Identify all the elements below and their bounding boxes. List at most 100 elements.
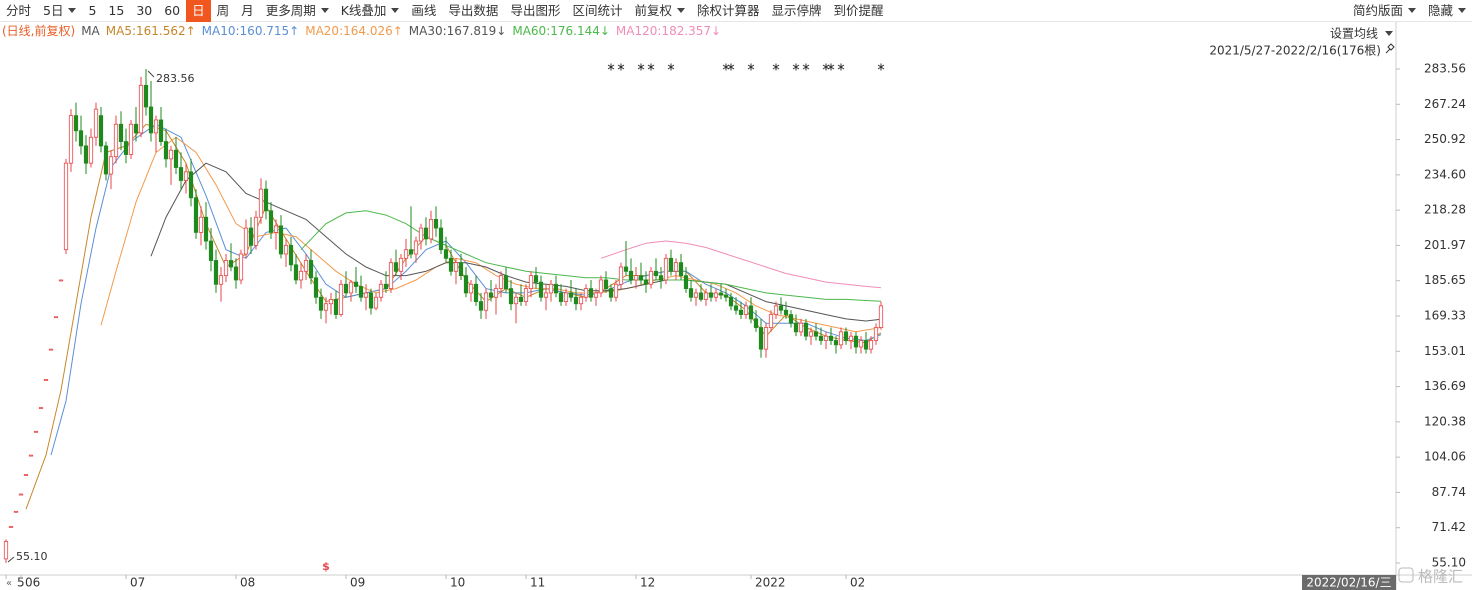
legend: (日线,前复权) MA MA5:161.562↑ MA10:160.715↑ MA20:… <box>2 22 727 40</box>
toolbar-item[interactable]: 除权计算器 <box>691 0 766 22</box>
candle-body <box>18 493 24 496</box>
y-tick-label: 185.65 <box>1424 273 1466 287</box>
toolbar-item[interactable]: 月 <box>235 0 260 22</box>
candle-body <box>423 227 429 240</box>
candle-body <box>738 309 744 315</box>
toolbar-label: 日 <box>192 2 205 18</box>
candle-body <box>448 257 454 272</box>
candle-body <box>678 262 684 277</box>
toolbar-item[interactable]: 30 <box>130 0 158 22</box>
toolbar-label: 画线 <box>411 2 437 18</box>
toolbar-item[interactable]: 日 <box>186 0 211 22</box>
y-tick-label: 218.28 <box>1424 203 1466 217</box>
candle-body <box>318 296 324 311</box>
x-tick-label: 06 <box>25 576 40 590</box>
candle-body <box>713 292 719 298</box>
annotation-label: 283.56 <box>156 72 195 85</box>
toolbar-item[interactable]: 导出图形 <box>504 0 566 22</box>
toolbar-item[interactable]: 导出数据 <box>442 0 504 22</box>
candle-body <box>343 283 349 294</box>
toolbar-item[interactable]: 到价提醒 <box>828 0 890 22</box>
toolbar-item[interactable]: 5 <box>82 0 102 22</box>
toolbar-item[interactable]: 简约版面 <box>1347 0 1422 22</box>
candle-body <box>88 136 94 164</box>
candle-body <box>198 216 204 233</box>
annotation-arrow <box>147 70 155 78</box>
candle-body <box>428 219 434 240</box>
candle-body <box>573 296 579 305</box>
candle-body <box>558 292 564 302</box>
event-marker <box>837 64 845 70</box>
toolbar-label: 到价提醒 <box>833 2 884 18</box>
toolbar-item[interactable]: 画线 <box>405 0 442 22</box>
toolbar-item[interactable]: 前复权 <box>628 0 691 22</box>
candle-body <box>188 171 194 199</box>
dropdown-arrow <box>320 8 329 13</box>
candle-body <box>283 244 289 255</box>
toolbar-item[interactable]: 隐藏 <box>1422 0 1472 22</box>
candle-body <box>778 305 784 311</box>
scroll-left-icon[interactable]: « <box>6 578 12 589</box>
candle-body <box>553 283 559 294</box>
candle-body <box>228 260 234 268</box>
x-tick-label: 02 <box>850 576 865 590</box>
candle-body <box>213 260 219 285</box>
candle-body <box>583 288 589 298</box>
event-marker <box>877 64 885 70</box>
legend-item: MA20:164.026↑ <box>305 24 403 38</box>
x-tick-label: 08 <box>240 576 255 590</box>
candle-body <box>688 288 694 298</box>
event-marker <box>727 64 735 70</box>
candle-body <box>613 283 619 298</box>
candle-body <box>3 541 9 560</box>
candle-body <box>633 275 639 281</box>
candle-body <box>863 340 869 350</box>
toolbar-item[interactable]: 分时 <box>0 0 37 22</box>
ma-settings[interactable]: 设置均线 <box>1330 27 1378 41</box>
candle-body <box>163 141 169 160</box>
candle-body <box>473 283 479 302</box>
candle-body <box>38 407 44 409</box>
candle-body <box>238 253 244 281</box>
candle-body <box>388 262 394 290</box>
x-tick-label: 11 <box>530 576 545 590</box>
toolbar-item[interactable]: 60 <box>158 0 186 22</box>
candle-body <box>783 309 789 315</box>
toolbar-item[interactable]: 更多周期 <box>260 0 335 22</box>
candle-body <box>368 292 374 309</box>
candle-body <box>293 264 299 281</box>
candle-body <box>438 227 444 251</box>
candle-body <box>128 123 134 155</box>
toolbar-item[interactable]: 区间统计 <box>566 0 628 22</box>
ma-line <box>100 136 882 333</box>
legend-item: MA30:167.819↓ <box>408 24 507 38</box>
candle-body <box>208 240 214 261</box>
candle-body <box>798 322 804 333</box>
pin-icon[interactable] <box>1385 43 1395 54</box>
legend-item: MA60:176.144↓ <box>512 24 610 38</box>
event-marker <box>747 64 755 70</box>
candle-body <box>643 279 649 285</box>
y-tick-label: 267.24 <box>1424 97 1466 111</box>
toolbar-item[interactable]: 15 <box>102 0 130 22</box>
candle-body <box>753 318 759 328</box>
candle-body <box>378 283 384 298</box>
x-tick-label: 5 <box>17 576 25 590</box>
candle-body <box>263 188 269 212</box>
candle-body <box>728 296 734 307</box>
candle-body <box>598 279 604 294</box>
toolbar-label: 导出数据 <box>448 2 499 18</box>
toolbar-item[interactable]: 显示停牌 <box>766 0 828 22</box>
toolbar-item[interactable]: K线叠加 <box>335 0 406 22</box>
toolbar-label: 30 <box>136 2 153 18</box>
y-tick-label: 283.56 <box>1424 62 1466 76</box>
candle-body <box>383 283 389 290</box>
event-marker <box>647 64 655 70</box>
candle-body <box>303 260 309 272</box>
candle-body <box>518 296 524 302</box>
candle-body <box>268 210 274 233</box>
toolbar-item[interactable]: 周 <box>211 0 236 22</box>
candle-body <box>533 275 539 283</box>
candle-body <box>818 335 824 341</box>
toolbar-item[interactable]: 5日 <box>37 0 82 22</box>
